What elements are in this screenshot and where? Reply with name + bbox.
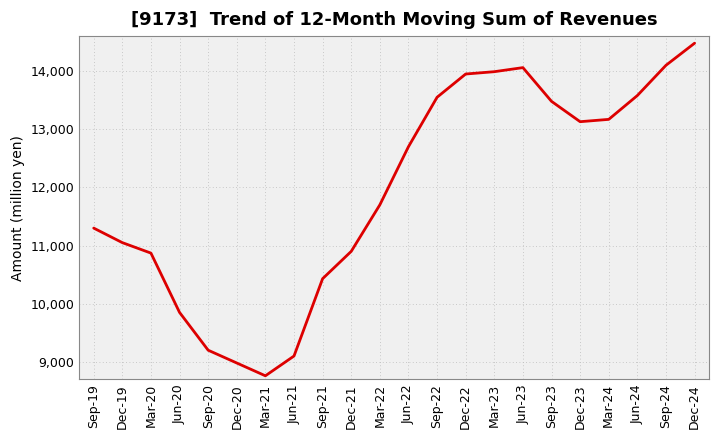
Y-axis label: Amount (million yen): Amount (million yen)	[11, 135, 25, 281]
Title: [9173]  Trend of 12-Month Moving Sum of Revenues: [9173] Trend of 12-Month Moving Sum of R…	[131, 11, 657, 29]
